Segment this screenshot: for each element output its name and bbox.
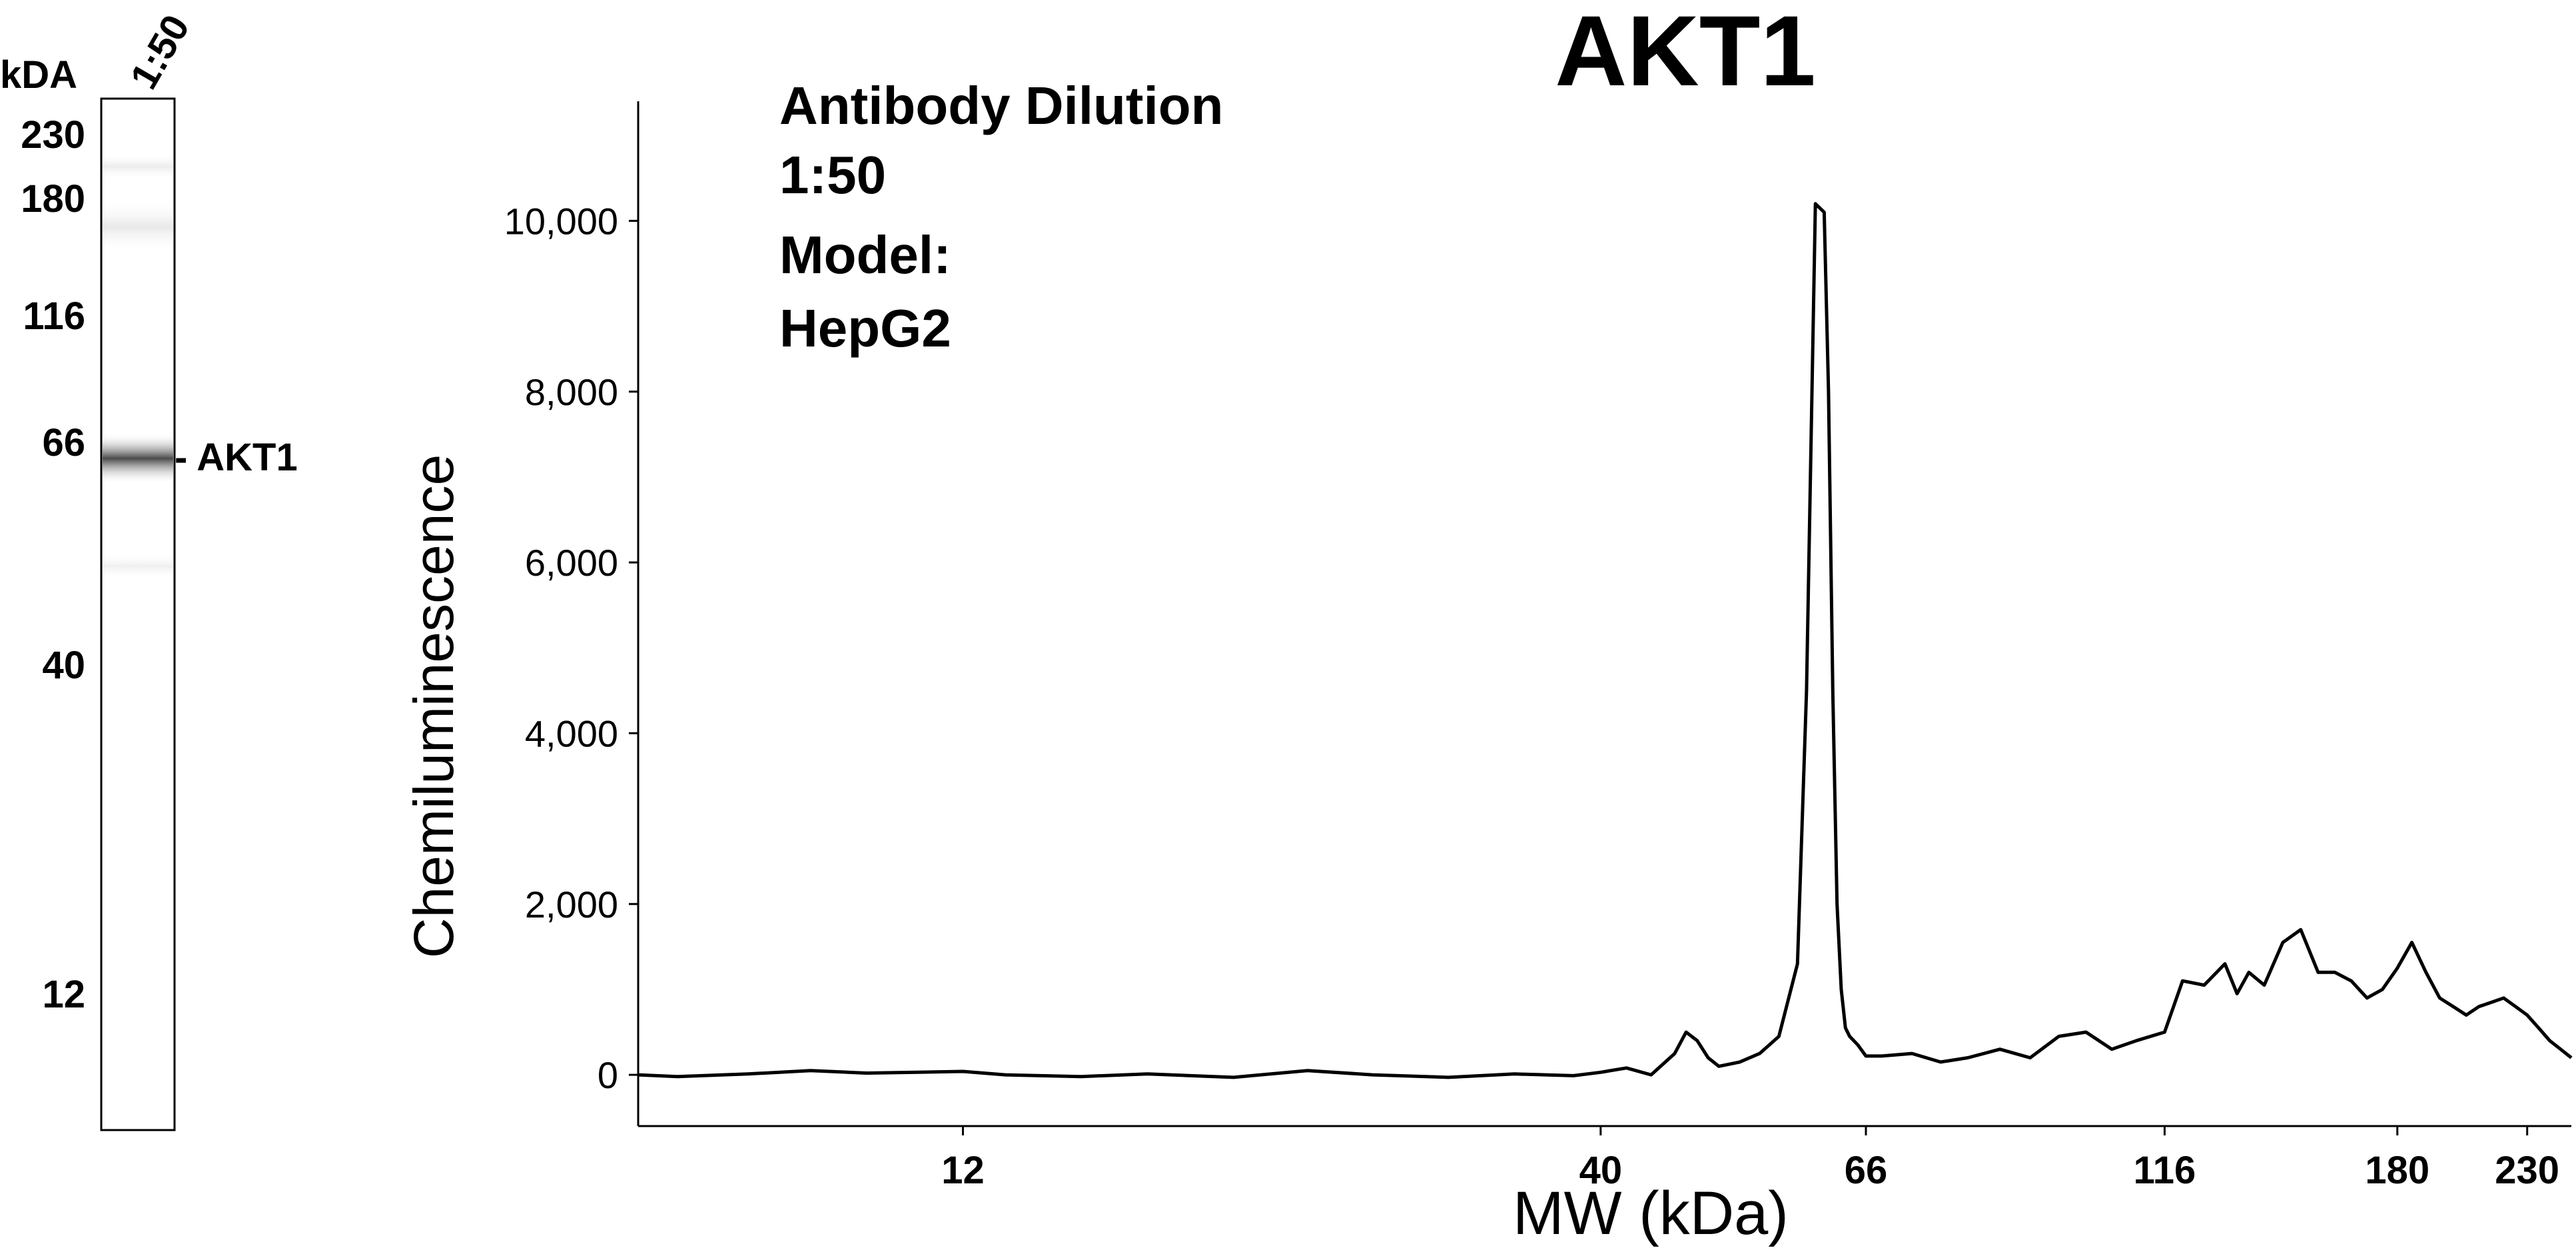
y-tick-label: 8,000 [525, 371, 618, 413]
blot-lane-label: 1:50 [122, 7, 198, 96]
annotation-line-4: HepG2 [779, 299, 951, 358]
blot-marker-180: 180 [21, 177, 85, 221]
annotation-line-1: Antibody Dilution [779, 76, 1224, 135]
blot-band-label: - AKT1 [175, 436, 298, 479]
blot-kda-label: kDA [0, 53, 77, 97]
x-tick-label: 180 [2365, 1149, 2429, 1192]
y-tick-label: 2,000 [525, 884, 618, 926]
blot-faint-band [103, 553, 173, 580]
x-axis-label: MW (kDa) [1513, 1179, 1789, 1247]
y-tick-label: 4,000 [525, 712, 618, 754]
x-tick-label: 12 [941, 1149, 985, 1192]
y-axis-label: Chemiluminescence [402, 454, 465, 958]
chart: AKT1 Antibody Dilution 1:50 Model: HepG2… [402, 0, 2573, 1247]
blot-faint-band [103, 153, 173, 180]
blot-marker-40: 40 [42, 644, 85, 687]
blot-marker-12: 12 [42, 973, 85, 1016]
blot-panel: kDA 1:50 230 180 116 66 40 12 - AKT1 [0, 7, 298, 1131]
y-tick-label: 0 [598, 1054, 618, 1096]
x-axis-ticks: 12 40 66 116 180 230 [941, 1126, 2559, 1192]
annotation-line-3: Model: [779, 225, 951, 285]
annotation-line-2: 1:50 [779, 145, 886, 205]
blot-marker-66: 66 [42, 421, 85, 464]
x-tick-label: 66 [1845, 1149, 1888, 1192]
blot-faint-band [103, 200, 173, 253]
y-tick-label: 10,000 [504, 200, 618, 242]
x-tick-label: 230 [2495, 1149, 2559, 1192]
chart-title: AKT1 [1555, 0, 1816, 107]
blot-marker-116: 116 [23, 295, 85, 338]
blot-lane [100, 97, 176, 1131]
series-line [638, 202, 2573, 1079]
y-axis-ticks: 0 2,000 4,000 6,000 8,000 10,000 [504, 200, 638, 1096]
x-tick-label: 40 [1579, 1149, 1623, 1192]
blot-marker-230: 230 [21, 113, 85, 157]
blot-band-akt1 [103, 433, 173, 484]
y-tick-label: 6,000 [525, 542, 618, 584]
x-tick-label: 116 [2134, 1149, 2196, 1192]
